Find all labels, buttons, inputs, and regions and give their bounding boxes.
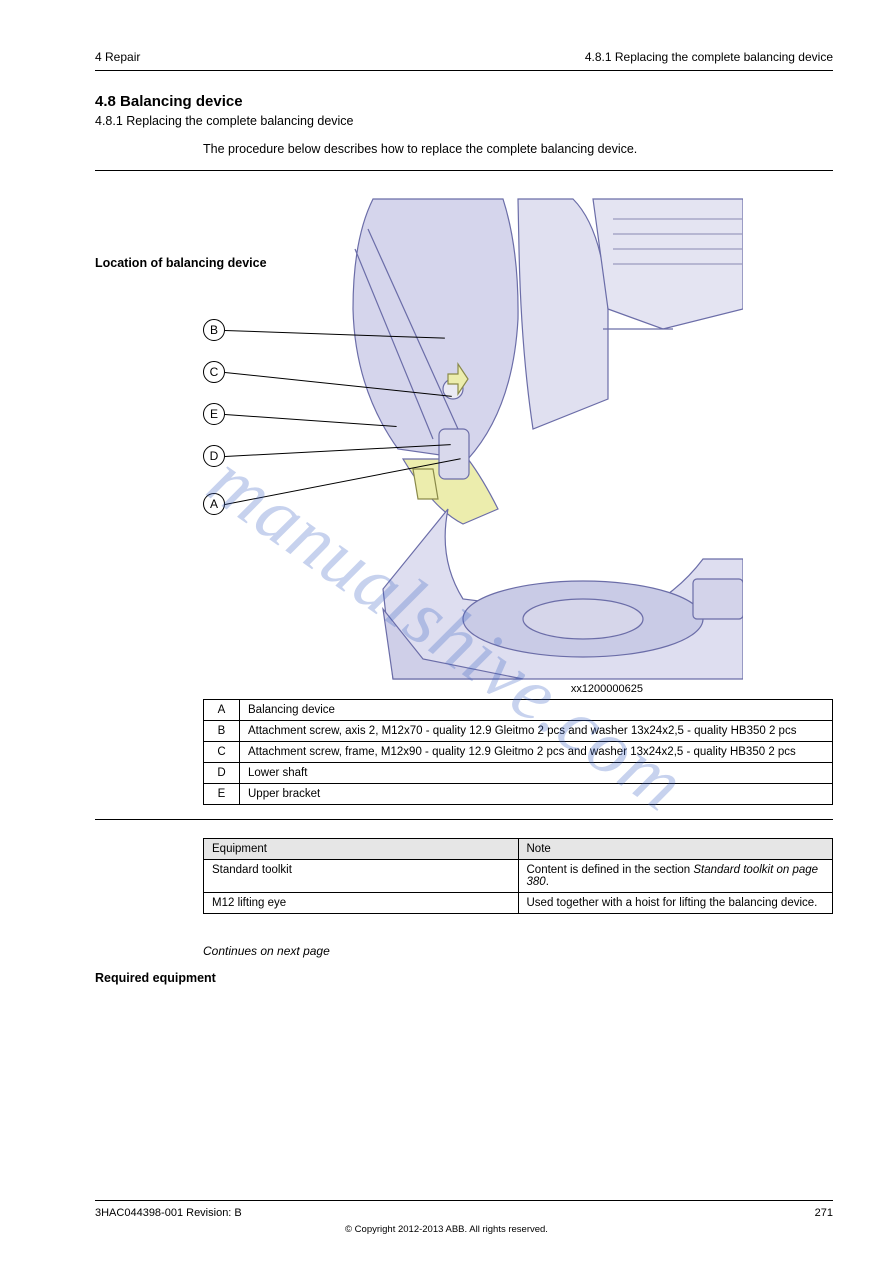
- part-val: Attachment screw, frame, M12x90 - qualit…: [240, 742, 833, 763]
- equipment-cell: Standard toolkit: [204, 860, 519, 893]
- callout-a: A: [203, 493, 225, 515]
- callout-e-letter: E: [210, 407, 218, 421]
- table-row: Standard toolkit Content is defined in t…: [204, 860, 833, 893]
- part-key: B: [204, 721, 240, 742]
- copyright: © Copyright 2012-2013 ABB. All rights re…: [0, 1224, 893, 1235]
- side-label-req: Required equipment: [95, 971, 216, 985]
- callout-b-letter: B: [210, 323, 218, 337]
- part-key: C: [204, 742, 240, 763]
- continues-note: Continues on next page: [203, 944, 833, 958]
- divider: [95, 170, 833, 171]
- link-standard-toolkit: Standard toolkit on page 380: [527, 864, 819, 888]
- doc-id: 3HAC044398-001 Revision: B: [95, 1207, 242, 1219]
- footer-left: 3HAC044398-001 Revision: B: [95, 1207, 242, 1219]
- header-subsection: 4.8.1 Replacing the complete balancing d…: [585, 50, 833, 64]
- subsection-title: 4.8.1 Replacing the complete balancing d…: [95, 114, 833, 128]
- note-cell: Content is defined in the section Standa…: [518, 860, 833, 893]
- callout-d: D: [203, 445, 225, 467]
- header-section: 4 Repair: [95, 50, 140, 64]
- callout-a-letter: A: [210, 497, 218, 511]
- page: 4 Repair 4.8.1 Replacing the complete ba…: [0, 0, 893, 1263]
- machine-illustration: [263, 189, 743, 689]
- page-number: 271: [815, 1207, 833, 1219]
- equipment-cell: M12 lifting eye: [204, 893, 519, 914]
- page-footer: 3HAC044398-001 Revision: B 271: [95, 1200, 833, 1219]
- callout-e: E: [203, 403, 225, 425]
- table-row: EUpper bracket: [204, 784, 833, 805]
- table-row: DLower shaft: [204, 763, 833, 784]
- col-note: Note: [518, 839, 833, 860]
- part-key: D: [204, 763, 240, 784]
- required-equipment-table: Equipment Note Standard toolkit Content …: [203, 838, 833, 914]
- callout-c: C: [203, 361, 225, 383]
- intro-text: The procedure below describes how to rep…: [203, 142, 833, 156]
- page-header: 4 Repair 4.8.1 Replacing the complete ba…: [95, 50, 833, 71]
- note-cell: Used together with a hoist for lifting t…: [518, 893, 833, 914]
- callout-b: B: [203, 319, 225, 341]
- callout-d-letter: D: [210, 449, 219, 463]
- table-row: CAttachment screw, frame, M12x90 - quali…: [204, 742, 833, 763]
- parts-table: ABalancing device BAttachment screw, axi…: [203, 699, 833, 805]
- part-val: Upper bracket: [240, 784, 833, 805]
- table-row: M12 lifting eye Used together with a hoi…: [204, 893, 833, 914]
- part-val: Lower shaft: [240, 763, 833, 784]
- divider: [95, 819, 833, 820]
- figure-reference: xx1200000625: [571, 683, 643, 695]
- part-val: Attachment screw, axis 2, M12x70 - quali…: [240, 721, 833, 742]
- part-val: Balancing device: [240, 700, 833, 721]
- col-equipment: Equipment: [204, 839, 519, 860]
- part-key: E: [204, 784, 240, 805]
- callout-c-letter: C: [210, 365, 219, 379]
- table-header-row: Equipment Note: [204, 839, 833, 860]
- table-row: ABalancing device: [204, 700, 833, 721]
- part-key: A: [204, 700, 240, 721]
- table-row: BAttachment screw, axis 2, M12x70 - qual…: [204, 721, 833, 742]
- section-title: 4.8 Balancing device: [95, 93, 833, 110]
- figure-area: B C E D A xx1200000625: [203, 189, 833, 699]
